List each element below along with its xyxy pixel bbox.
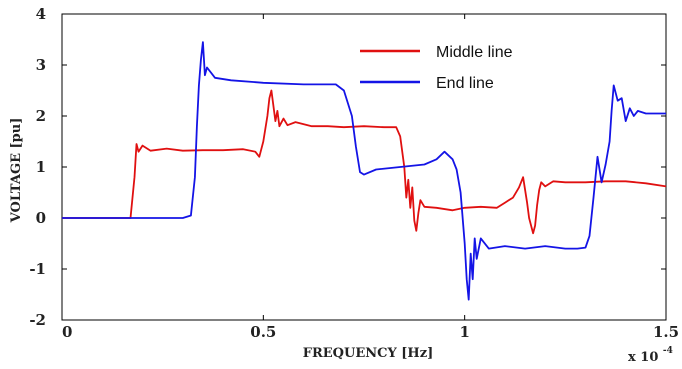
legend: Middle line End line [360,44,513,92]
plot-frame [61,13,667,321]
y-tick-label: 2 [36,107,46,125]
x-tick-label: 0 [62,323,72,341]
y-tick-label: 1 [36,158,46,176]
series-layer [62,41,667,301]
legend-label-middle-line: Middle line [436,44,513,61]
y-tick-label: 0 [36,209,46,227]
legend-label-end-line: End line [436,75,494,92]
series-line-middle-line [62,89,667,235]
y-tick-label: -2 [29,311,46,329]
y-axis-label: VOLTAGE [pu] [9,118,24,224]
x-axis-multiplier-base: x 10 [628,350,658,365]
x-axis-multiplier: x 10 -4 [628,346,673,365]
x-tick-label: 1 [459,323,469,341]
y-tick-label: 3 [36,56,46,74]
x-tick-label: 1.5 [653,323,679,341]
series-line-end-line [62,41,666,301]
x-axis-label: FREQUENCY [Hz] [303,346,434,361]
x-axis-multiplier-exponent: -4 [663,346,673,356]
x-tick-label: 0.5 [250,323,276,341]
tick-layer: 0 0.5 1 1.5 -2 -1 0 1 2 3 4 [29,5,679,341]
y-tick-label: -1 [29,260,46,278]
y-tick-label: 4 [36,5,46,23]
